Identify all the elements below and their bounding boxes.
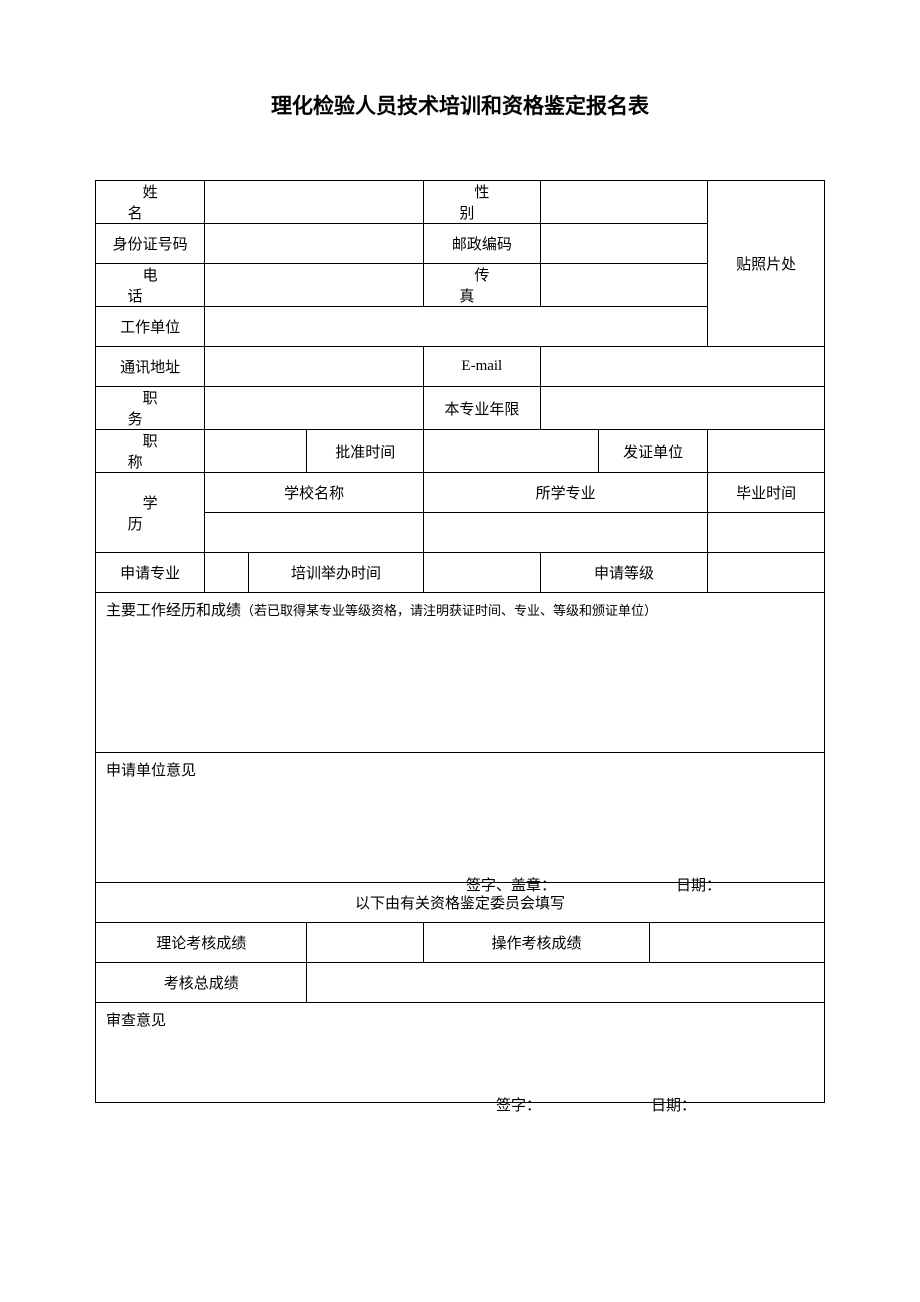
field-school[interactable] — [205, 513, 424, 553]
label-major: 所学专业 — [424, 473, 708, 513]
field-name[interactable] — [205, 181, 424, 224]
date-label-2: 日期： — [651, 1094, 696, 1115]
label-work-unit: 工作单位 — [96, 307, 205, 347]
label-email: E-mail — [424, 347, 541, 387]
field-major[interactable] — [424, 513, 708, 553]
form-title: 理化检验人员技术培训和资格鉴定报名表 — [95, 90, 825, 120]
field-grad-time[interactable] — [708, 513, 825, 553]
field-phone[interactable] — [205, 264, 424, 307]
field-approve-time[interactable] — [424, 430, 599, 473]
label-issuer: 发证单位 — [598, 430, 707, 473]
label-gender: 性别 — [424, 181, 541, 224]
field-position[interactable] — [205, 387, 424, 430]
sign-seal-label: 签字、盖章： — [466, 874, 556, 895]
field-years[interactable] — [540, 387, 824, 430]
label-fax: 传真 — [424, 264, 541, 307]
field-gender[interactable] — [540, 181, 708, 224]
registration-table: 姓名 性别 贴照片处 身份证号码 邮政编码 电话 传真 工作单位 通讯地址 E-… — [95, 180, 825, 1103]
unit-opinion-cell[interactable]: 申请单位意见 签字、盖章： 日期： — [96, 753, 825, 883]
label-theory: 理论考核成绩 — [96, 923, 307, 963]
field-apply-level[interactable] — [708, 553, 825, 593]
field-address[interactable] — [205, 347, 424, 387]
field-operation[interactable] — [649, 923, 824, 963]
field-email[interactable] — [540, 347, 824, 387]
review-cell[interactable]: 审查意见 签字： 日期： — [96, 1003, 825, 1103]
label-train-time: 培训举办时间 — [249, 553, 424, 593]
field-train-time[interactable] — [424, 553, 541, 593]
label-grad-time: 毕业时间 — [708, 473, 825, 513]
work-history-cell[interactable]: 主要工作经历和成绩（若已取得某专业等级资格，请注明获证时间、专业、等级和颁证单位… — [96, 593, 825, 753]
label-apply-major: 申请专业 — [96, 553, 205, 593]
review-label: 审查意见 — [106, 1009, 166, 1030]
field-total[interactable] — [307, 963, 825, 1003]
label-operation: 操作考核成绩 — [424, 923, 650, 963]
label-job-title: 职称 — [96, 430, 205, 473]
work-history-note: （若已取得某专业等级资格，请注明获证时间、专业、等级和颁证单位） — [241, 603, 657, 618]
field-fax[interactable] — [540, 264, 708, 307]
label-id: 身份证号码 — [96, 224, 205, 264]
date-label-1: 日期： — [676, 874, 721, 895]
field-id[interactable] — [205, 224, 424, 264]
label-approve-time: 批准时间 — [307, 430, 424, 473]
sign-label: 签字： — [496, 1094, 541, 1115]
unit-opinion-label: 申请单位意见 — [106, 759, 196, 780]
photo-area: 贴照片处 — [708, 181, 825, 347]
field-postal[interactable] — [540, 224, 708, 264]
label-education: 学历 — [96, 473, 205, 553]
label-total: 考核总成绩 — [96, 963, 307, 1003]
field-apply-major[interactable] — [205, 553, 249, 593]
label-years: 本专业年限 — [424, 387, 541, 430]
label-position: 职务 — [96, 387, 205, 430]
label-address: 通讯地址 — [96, 347, 205, 387]
label-school: 学校名称 — [205, 473, 424, 513]
label-phone: 电话 — [96, 264, 205, 307]
label-postal: 邮政编码 — [424, 224, 541, 264]
work-history-label: 主要工作经历和成绩 — [106, 603, 241, 619]
field-issuer[interactable] — [708, 430, 825, 473]
label-apply-level: 申请等级 — [540, 553, 708, 593]
field-job-title[interactable] — [205, 430, 307, 473]
field-work-unit[interactable] — [205, 307, 708, 347]
label-name: 姓名 — [96, 181, 205, 224]
field-theory[interactable] — [307, 923, 424, 963]
